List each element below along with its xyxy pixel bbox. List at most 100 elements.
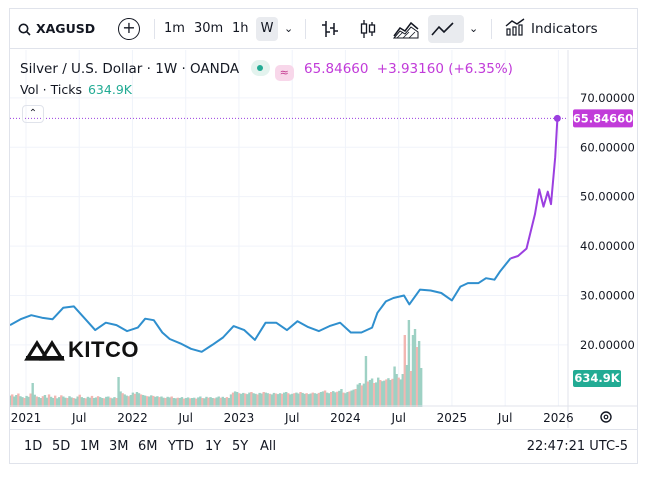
candlestick-icon <box>360 20 376 38</box>
compare-symbol-button[interactable]: + <box>118 18 140 40</box>
bar-style-button[interactable] <box>321 19 339 43</box>
volume-bar <box>33 394 36 407</box>
collapse-legend-button[interactable]: ⌃ <box>22 105 44 123</box>
volume-bar <box>415 347 419 407</box>
volume-bar <box>156 396 159 407</box>
volume-bar <box>307 394 310 407</box>
y-tick-label: 30.00000 <box>580 288 635 302</box>
range-all[interactable]: All <box>260 439 277 454</box>
volume-bar <box>215 397 218 407</box>
volume-bar <box>417 341 421 407</box>
volume-bar <box>21 397 24 407</box>
volume-value: 634.9K <box>87 82 132 97</box>
volume-bar <box>254 393 257 407</box>
volume-bar <box>276 394 280 407</box>
volume-bar <box>313 393 317 407</box>
volume-bar <box>311 392 314 407</box>
chevron-down-icon: ⌄ <box>284 22 294 35</box>
range-3m[interactable]: 3M <box>109 439 129 454</box>
price-chart[interactable]: 20.00000 30.00000 40.00000 50.00000 60.00000… <box>10 50 637 428</box>
chart-style-dropdown[interactable]: ⌄ <box>469 17 478 41</box>
volume-bar <box>129 395 133 407</box>
kitco-logo-icon <box>24 339 65 361</box>
range-1d[interactable]: 1D <box>24 439 43 454</box>
range-6m[interactable]: 6M <box>138 439 158 454</box>
wave-icon[interactable]: ≈ <box>274 65 294 81</box>
range-ytd[interactable]: YTD <box>168 439 194 454</box>
volume-bar <box>268 393 272 407</box>
volume-bar <box>383 380 386 407</box>
volume-bar <box>123 394 126 407</box>
volume-bar <box>127 396 130 407</box>
range-5d[interactable]: 5D <box>52 439 71 454</box>
volume-bar <box>374 382 378 407</box>
volume-bar <box>219 397 222 407</box>
volume-bar <box>289 394 292 407</box>
legend-last-price: 65.84660 <box>304 61 369 77</box>
chart-widget: XAGUSD + 1m 30m 1h W ⌄ ⌄ Indicators 20.0… <box>9 8 638 464</box>
legend-title: Silver / U.S. Dollar · 1W · OANDA <box>20 61 240 77</box>
timeframe-w[interactable]: W <box>256 17 278 41</box>
timeframe-dropdown[interactable]: ⌄ <box>284 17 293 41</box>
volume-bar <box>103 398 106 407</box>
area-style-button[interactable] <box>392 19 419 43</box>
symbol-label: XAGUSD <box>36 21 96 36</box>
volume-bar <box>229 394 233 407</box>
volume-bar <box>387 378 390 407</box>
price-line-series <box>10 257 512 353</box>
volume-bar <box>240 393 243 407</box>
volume-bar <box>327 393 331 407</box>
volume-bar <box>174 398 178 407</box>
volume-bar <box>35 396 38 407</box>
price-line-recent-series <box>510 118 559 260</box>
volume-bar <box>150 395 153 407</box>
volume-bar <box>405 365 409 407</box>
timeframe-30m[interactable]: 30m <box>194 21 224 36</box>
volume-bar <box>393 366 396 407</box>
volume-bar <box>209 397 212 407</box>
volume-bar <box>315 393 319 407</box>
x-tick-label: Jul <box>497 411 512 425</box>
volume-bar <box>270 394 274 407</box>
volume-bar <box>252 393 255 407</box>
volume-tag <box>573 370 621 387</box>
line-style-button[interactable] <box>428 15 464 43</box>
volume-bar <box>47 394 51 407</box>
volume-bar <box>334 392 337 407</box>
bars-chart-icon <box>322 21 338 37</box>
watermark-text: KITCO <box>68 337 139 362</box>
volume-bar <box>262 392 265 407</box>
volume-bar <box>86 396 90 407</box>
volume-bar <box>111 398 114 407</box>
volume-bar <box>407 320 411 407</box>
volume-bar <box>68 396 71 407</box>
symbol-search[interactable]: XAGUSD <box>18 17 95 41</box>
volume-bar <box>223 398 227 407</box>
x-tick-label: Jul <box>390 411 405 425</box>
volume-bar <box>31 383 34 407</box>
range-1y[interactable]: 1Y <box>205 439 222 454</box>
volume-bar <box>403 335 407 407</box>
timeframe-1m[interactable]: 1m <box>164 21 185 36</box>
volume-bar <box>51 398 55 407</box>
timeframe-1h[interactable]: 1h <box>232 21 249 36</box>
volume-bar <box>109 397 112 407</box>
volume-bar <box>180 397 184 407</box>
volume-bar <box>321 391 325 407</box>
range-5y[interactable]: 5Y <box>232 439 249 454</box>
candles-style-button[interactable] <box>359 19 377 43</box>
volume-bar <box>256 394 259 407</box>
volume-bar <box>358 383 362 407</box>
volume-bar <box>342 392 345 407</box>
indicators-icon <box>505 18 525 36</box>
volume-bar <box>148 396 151 407</box>
y-tick-label: 70.00000 <box>580 91 635 105</box>
volume-bar <box>381 381 384 407</box>
settings-gear-icon[interactable] <box>600 411 612 423</box>
indicators-button[interactable]: Indicators <box>505 17 598 41</box>
volume-bar <box>145 396 149 407</box>
range-1m[interactable]: 1M <box>80 439 100 454</box>
volume-bar <box>94 397 98 407</box>
volume-bar <box>377 377 380 407</box>
volume-bar <box>182 398 186 407</box>
